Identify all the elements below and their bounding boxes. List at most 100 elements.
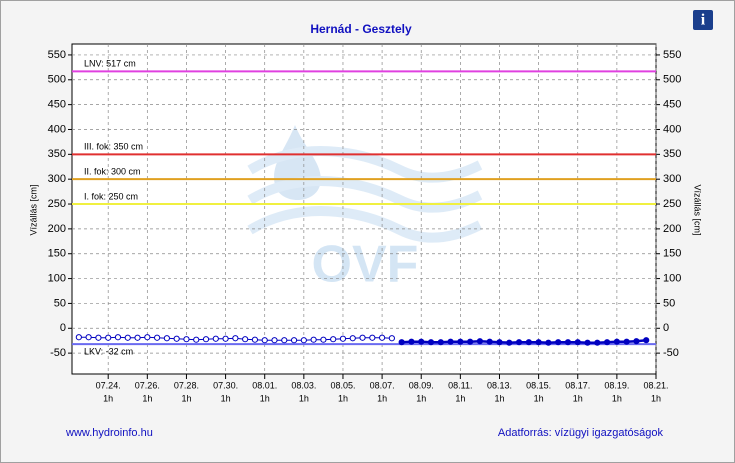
- x-tick-label: 07.26.: [135, 380, 160, 390]
- y-tick-label: 150: [48, 248, 66, 260]
- data-point: [545, 339, 552, 346]
- data-point: [369, 334, 376, 341]
- y-tick-label: 300: [48, 173, 66, 185]
- x-tick-time: 1h: [221, 393, 231, 403]
- reference-label: II. fok: 300 cm: [84, 167, 141, 177]
- data-point: [496, 339, 503, 346]
- y-tick-label: 500: [48, 74, 66, 86]
- x-tick-time: 1h: [338, 393, 348, 403]
- y2-tick-label: 400: [663, 123, 681, 135]
- x-tick-label: 08.09.: [409, 380, 434, 390]
- watermark: OVF: [312, 236, 419, 294]
- data-point: [359, 334, 366, 341]
- x-tick-time: 1h: [416, 393, 426, 403]
- data-point: [378, 334, 386, 341]
- info-button[interactable]: [693, 10, 713, 30]
- data-point: [105, 334, 112, 341]
- y-tick-label: -50: [50, 347, 66, 359]
- x-tick-label: 08.21.: [643, 380, 668, 390]
- y-tick-label: 0: [60, 322, 66, 334]
- data-point: [457, 338, 464, 345]
- data-point: [300, 337, 307, 344]
- x-tick-time: 1h: [651, 393, 661, 403]
- data-point: [202, 336, 210, 343]
- y-tick-label: 400: [48, 123, 66, 135]
- data-point: [506, 339, 513, 346]
- data-point: [310, 336, 317, 343]
- reference-label: I. fok: 250 cm: [84, 191, 138, 201]
- chart-title: Hernád - Gesztely: [310, 22, 412, 36]
- data-point: [476, 338, 484, 345]
- x-tick-label: 08.03.: [291, 380, 316, 390]
- data-point: [613, 338, 620, 345]
- data-point: [623, 338, 630, 345]
- y2-tick-label: 550: [663, 49, 681, 61]
- data-point: [467, 338, 474, 345]
- data-point: [144, 334, 151, 341]
- x-tick-time: 1h: [573, 393, 583, 403]
- y2-tick-label: 250: [663, 198, 681, 210]
- data-point: [564, 339, 572, 346]
- data-point: [242, 336, 249, 343]
- data-point: [594, 339, 601, 346]
- data-point: [535, 339, 542, 346]
- data-point: [330, 336, 337, 343]
- x-tick-time: 1h: [103, 393, 113, 403]
- data-point: [232, 335, 239, 342]
- x-tick-label: 08.11.: [448, 380, 472, 390]
- data-point: [437, 339, 444, 346]
- data-point: [515, 339, 523, 346]
- data-point: [555, 339, 562, 346]
- data-point: [154, 334, 161, 341]
- data-point: [388, 335, 395, 342]
- reference-label: LKV: -32 cm: [84, 347, 133, 357]
- data-point: [281, 337, 288, 344]
- y-tick-label: 250: [48, 198, 66, 210]
- data-point: [584, 339, 591, 346]
- reference-label: LNV: 517 cm: [84, 59, 136, 69]
- x-tick-time: 1h: [260, 393, 270, 403]
- x-tick-label: 07.28.: [174, 380, 199, 390]
- x-tick-time: 1h: [612, 393, 622, 403]
- data-point: [418, 338, 425, 345]
- x-tick-label: 07.30.: [213, 380, 238, 390]
- data-point: [85, 334, 92, 341]
- x-tick-time: 1h: [455, 393, 465, 403]
- y2-tick-label: 300: [663, 173, 681, 185]
- data-point: [271, 337, 278, 344]
- y2-axis-label: Vízállás [cm]: [693, 184, 703, 235]
- data-point: [193, 336, 200, 343]
- data-point: [349, 335, 356, 342]
- x-tick-label: 08.05.: [330, 380, 355, 390]
- y-tick-label: 200: [48, 223, 66, 235]
- x-tick-label: 08.15.: [526, 380, 551, 390]
- footer-link[interactable]: www.hydroinfo.hu: [65, 427, 153, 439]
- footer-source: Adatforrás: vízügyi igazgatóságok: [498, 427, 664, 439]
- data-point: [486, 338, 493, 345]
- x-tick-time: 1h: [299, 393, 309, 403]
- x-tick-time: 1h: [377, 393, 387, 403]
- y-tick-label: 100: [48, 272, 66, 284]
- y2-tick-label: 150: [663, 248, 681, 260]
- data-point: [124, 334, 131, 341]
- y2-tick-label: 450: [663, 99, 681, 111]
- y-tick-label: 350: [48, 148, 66, 160]
- x-tick-label: 08.13.: [487, 380, 512, 390]
- x-tick-label: 08.17.: [565, 380, 590, 390]
- x-tick-label: 07.24.: [96, 380, 121, 390]
- data-point: [183, 336, 190, 343]
- data-point: [173, 335, 180, 342]
- data-point: [574, 339, 581, 346]
- data-point: [163, 335, 170, 342]
- data-point: [251, 336, 259, 343]
- plot-area: [71, 43, 657, 375]
- data-point: [320, 336, 327, 343]
- data-point: [114, 334, 122, 341]
- y-tick-label: 550: [48, 49, 66, 61]
- y-tick-label: 50: [54, 297, 66, 309]
- x-tick-time: 1h: [142, 393, 152, 403]
- x-tick-label: 08.19.: [604, 380, 629, 390]
- info-icon[interactable]: i: [701, 12, 706, 29]
- x-tick-time: 1h: [494, 393, 504, 403]
